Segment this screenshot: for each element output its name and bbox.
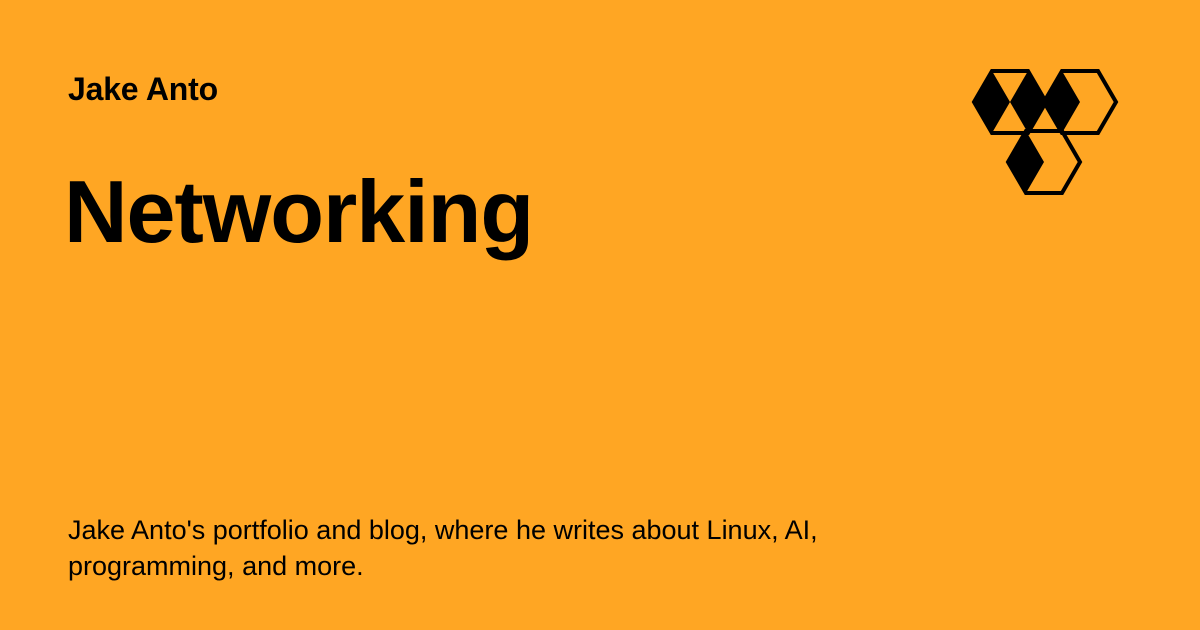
page-title: Networking [64, 162, 534, 261]
author-name: Jake Anto [68, 71, 218, 107]
hexagon-logo-icon [971, 69, 1119, 195]
site-description: Jake Anto's portfolio and blog, where he… [68, 515, 818, 581]
